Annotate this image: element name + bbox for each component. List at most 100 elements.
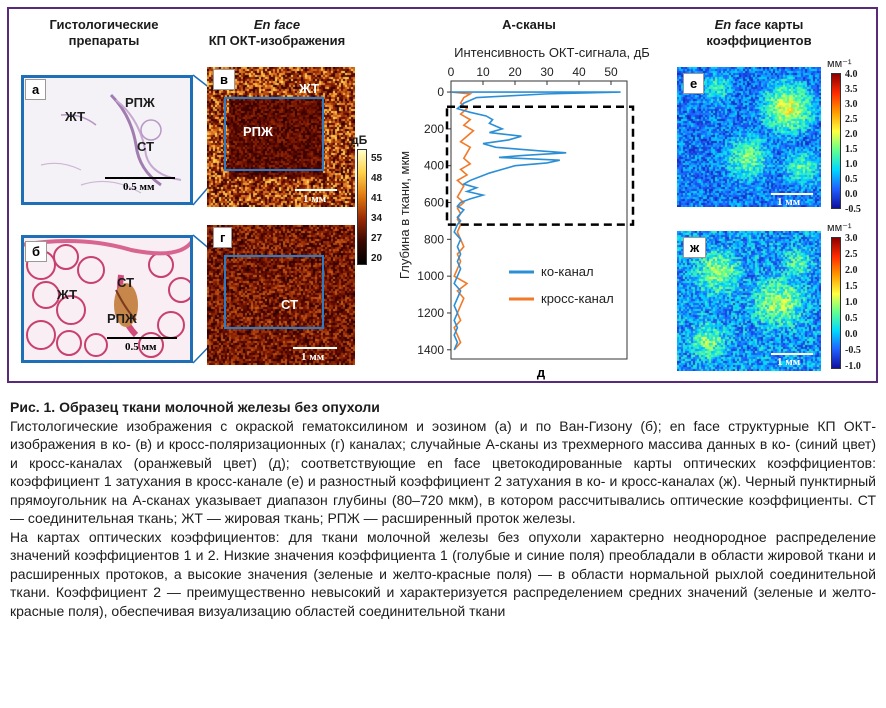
oct-tick: 41 [371,193,383,204]
panel-v-oct [207,67,355,207]
e-tick: 3.5 [845,84,858,95]
histology-b-texture [21,238,193,358]
panel-g-tissue-connective: СТ [281,297,299,312]
panel-zh-label: ж [683,237,707,258]
zh-tick: 3.0 [845,233,858,244]
header-ascans: А-сканы [502,17,556,32]
zh-tick: 2.0 [845,265,858,276]
e-tick: 0.0 [845,189,858,200]
panel-a-label: а [25,79,47,100]
caption-paragraph-1: Гистологические изображения с окраской г… [10,417,876,527]
oct-cross-image [207,225,355,365]
panel-b-tissue-connective: СТ [117,275,135,290]
panel-a-histology [21,75,193,205]
caption-title: Рис. 1. Образец ткани молочной железы бе… [10,399,380,415]
panel-g-oct [207,225,355,365]
panel-v-scale-text: 1 мм [303,193,327,205]
panel-g-label: г [213,227,233,248]
zh-tick: -0.5 [845,345,861,356]
e-tick: 4.0 [845,69,858,80]
ascan-ytick-label: 1200 [417,306,444,320]
oct-colorbar-unit: дБ [351,133,368,147]
panel-v-label: в [213,69,235,90]
ascan-ytick-label: 200 [424,122,444,136]
zh-tick: 0.0 [845,329,858,340]
panel-v-tissue-duct: РПЖ [243,124,273,139]
panel-b-frame [21,235,193,363]
ascan-yticks: 0 200 400 600 800 1000 1200 1400 [417,85,451,357]
panel-a-frame [21,75,193,205]
figure-caption: Рис. 1. Образец ткани молочной железы бе… [10,398,876,620]
header-enface-oct: En face КП ОКТ-изображения [197,17,357,49]
ascan-ytick-label: 0 [437,85,444,99]
legend-co-label: ко-канал [541,264,594,279]
ascan-series-line [450,91,475,351]
ascan-plot-frame [450,80,628,360]
panel-zh-unit: мм⁻¹ [827,222,852,234]
panel-zh-scalebar [771,353,813,355]
panel-b-histology [21,235,193,363]
e-tick: 1.5 [845,144,858,155]
panel-zh-colorbar [831,237,841,369]
ascan-ylabel: Глубина в ткани, мкм [397,151,412,279]
panel-a-tissue-connective: СТ [137,139,155,154]
panel-a-scale-text: 0.5 мм [123,181,155,193]
panel-zh-scale-text: 1 мм [777,356,801,368]
e-tick: 3.0 [845,99,858,110]
e-tick: 1.0 [845,159,858,170]
e-tick: 2.5 [845,114,858,125]
ascan-ytick-label: 800 [424,232,444,246]
oct-tick: 20 [371,253,383,264]
zh-tick: 2.5 [845,249,858,260]
figure-panel: Гистологические препараты En face КП ОКТ… [7,7,878,383]
ascan-xlabel: Интенсивность ОКТ-сигнала, дБ [454,45,650,60]
ascan-xtick-label: 10 [476,65,490,79]
oct-colorbar [357,149,367,265]
e-tick: -0.5 [845,204,861,215]
ascan-xtick-label: 0 [448,65,455,79]
panel-e-scale-text: 1 мм [777,196,801,208]
panel-g-roi [224,255,324,329]
ascan-ytick-label: 600 [424,196,444,210]
header-maps-prefix: En face [714,17,761,32]
oct-co-image [207,67,355,207]
panel-e-unit: мм⁻¹ [827,58,852,70]
ascan-xtick-label: 40 [572,65,586,79]
header-enface-prefix: En face [253,17,301,32]
caption-paragraph-2: На картах оптических коэффициентов: для … [10,528,876,619]
oct-tick: 34 [371,213,383,224]
ascan-ytick-label: 1400 [417,343,444,357]
panel-v-tissue-fat: ЖТ [299,81,320,96]
zh-tick: -1.0 [845,361,861,372]
zh-tick: 0.5 [845,313,858,324]
panel-d-label: д [537,365,546,380]
panel-v-roi [224,97,324,171]
ascan-xticks: 0 10 20 30 40 50 [448,65,618,85]
ascan-xtick-label: 30 [540,65,554,79]
ascan-depth-range-box [445,105,635,226]
ascan-xtick-label: 50 [604,65,618,79]
panel-e-label: е [683,73,705,94]
oct-tick: 55 [371,153,383,164]
oct-tick: 48 [371,173,383,184]
panel-a-tissue-fat: ЖТ [65,109,86,124]
header-histology: Гистологические препараты [49,17,159,48]
e-tick: 0.5 [845,174,858,185]
panel-b-tissue-duct: РПЖ [107,311,137,326]
oct-tick: 27 [371,233,383,244]
ascan-xtick-label: 20 [508,65,522,79]
legend-cross-label: кросс-канал [541,291,614,306]
panel-b-scalebar [107,337,177,339]
ascan-lines [450,91,621,351]
panel-v-scalebar [295,189,337,191]
panel-b-label: б [25,241,48,262]
header-maps: En face карты коэффициентов [684,17,834,49]
panel-e-scalebar [771,193,813,195]
header-maps-suffix: карты коэффициентов [706,17,812,48]
ascan-ytick-label: 1000 [417,269,444,283]
panel-g-scale-text: 1 мм [301,351,325,363]
ascan-ytick-label: 400 [424,159,444,173]
panel-b-scale-text: 0.5 мм [125,341,157,353]
zh-tick: 1.5 [845,281,858,292]
header-enface-oct-label: КП ОКТ-изображения [208,33,346,48]
